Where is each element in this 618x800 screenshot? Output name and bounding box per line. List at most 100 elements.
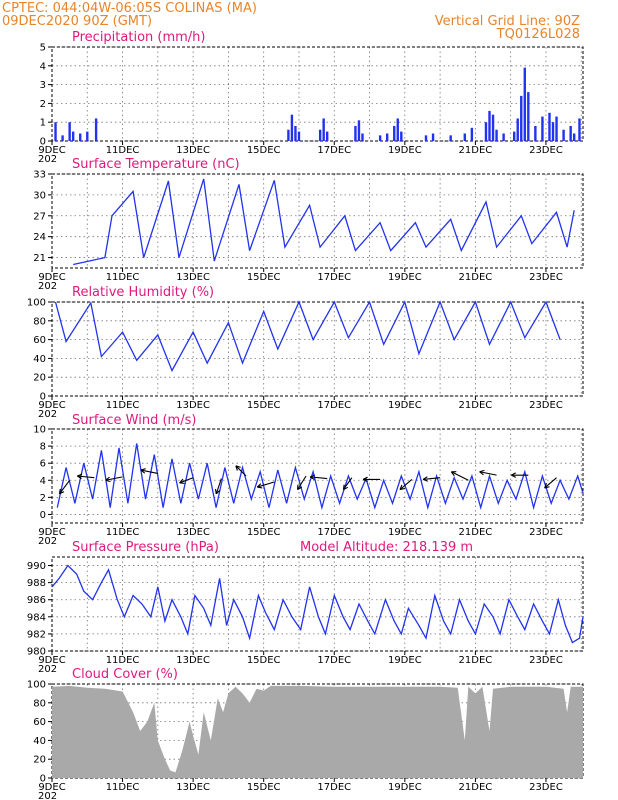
precip-bar (294, 125, 297, 141)
y-tick-label: 4 (40, 476, 46, 487)
x-tick-label: 21DEC (459, 782, 493, 793)
plot-frame (51, 428, 584, 524)
precip-bar (287, 129, 290, 141)
precip-bar (357, 120, 361, 141)
y-tick-label: 4 (40, 61, 46, 72)
model-altitude-annotation: Model Altitude: 218.139 m (300, 540, 473, 555)
precip-bar (68, 122, 71, 141)
x-tick-label: 9DEC (38, 782, 65, 793)
precipitation-panel: Precipitation (mm/h) 0 1 2 3 4 5 9DEC 11DEC 13DE… (38, 30, 584, 165)
x-tick-label: 23DEC (529, 400, 563, 411)
y-tick-label: 20 (33, 373, 46, 384)
year-label: 202 (38, 536, 57, 547)
temperature-title: Surface Temperature (nC) (72, 157, 240, 172)
x-tick-label: 9DEC (38, 145, 65, 156)
year-label: 202 (38, 791, 57, 800)
y-tick-label: 24 (33, 232, 46, 243)
wind-vector (257, 481, 275, 488)
x-tick-label: 19DEC (388, 400, 422, 411)
x-tick-label: 21DEC (459, 400, 493, 411)
cloud-cover-title: Cloud Cover (%) (72, 667, 178, 682)
precip-bar (378, 135, 382, 141)
wind-plot: 0 2 4 6 8 10 9DEC 11DEC 13DEC 15DEC 17DEC 19DEC 21DE… (33, 425, 584, 547)
pressure-title: Surface Pressure (hPa) (72, 540, 219, 555)
x-tick-label: 19DEC (388, 145, 422, 156)
wind-vector-head (309, 474, 316, 481)
precip-bar (318, 129, 322, 141)
x-tick-label: 9DEC (38, 527, 65, 538)
x-tick-label: 11DEC (106, 400, 140, 411)
x-tick-label: 11DEC (106, 782, 140, 793)
precipitation-title: Precipitation (mm/h) (72, 30, 205, 45)
wind-vector (140, 469, 158, 474)
y-tick-label: 0 (40, 392, 46, 403)
wind-vector-head (422, 476, 428, 482)
precip-bar (569, 125, 572, 141)
precip-bar (61, 135, 64, 141)
precip-bar (463, 133, 467, 141)
precip-bar (527, 92, 530, 141)
x-tick-label: 17DEC (317, 782, 351, 793)
y-tick-label: 33 (33, 170, 46, 181)
x-tick-label: 15DEC (247, 272, 281, 283)
precip-bar (290, 114, 294, 141)
x-tick-label: 23DEC (529, 782, 563, 793)
y-tick-label: 3 (40, 80, 46, 91)
y-tick-label: 980 (27, 647, 46, 658)
year-label: 202 (38, 154, 57, 165)
plot-frame (51, 301, 584, 397)
temperature-panel: Surface Temperature (nC) 21 24 27 30 33 9DEC 1… (33, 157, 584, 292)
precip-bar (520, 95, 523, 141)
wind-vector-head (214, 488, 221, 495)
precip-bar (534, 125, 537, 141)
year-label: 202 (38, 281, 57, 292)
y-tick-label: 990 (27, 561, 46, 572)
y-tick-label: 80 (33, 316, 46, 327)
wind-vector (105, 476, 123, 481)
x-tick-label: 19DEC (388, 655, 422, 666)
wind-vector-head (544, 483, 550, 489)
y-tick-label: 5 (40, 43, 46, 54)
precip-bar (484, 122, 488, 141)
wind-vector-head (105, 476, 111, 483)
x-tick-label: 21DEC (459, 655, 493, 666)
x-tick-label: 9DEC (38, 400, 65, 411)
y-tick-label: 982 (27, 629, 46, 640)
wind-vector-head (450, 471, 457, 477)
year-label: 202 (38, 664, 57, 675)
wind-vector-head (235, 465, 241, 471)
precip-bar (94, 118, 98, 141)
wind-vector-head (256, 483, 263, 489)
wind-speed-line (56, 443, 584, 511)
precip-bar (393, 125, 396, 141)
wind-vector-head (479, 469, 485, 476)
precip-bar (71, 131, 75, 141)
x-tick-label: 23DEC (529, 655, 563, 666)
x-tick-label: 19DEC (388, 527, 422, 538)
precip-bar (54, 122, 57, 141)
wind-vector (59, 479, 71, 495)
wind-vector-head (511, 472, 517, 478)
cloud-cover-area (52, 685, 583, 778)
x-tick-label: 13DEC (176, 782, 210, 793)
x-tick-label: 15DEC (247, 145, 281, 156)
wind-vector (342, 477, 353, 490)
x-tick-label: 17DEC (317, 272, 351, 283)
x-tick-label: 13DEC (176, 655, 210, 666)
x-tick-label: 21DEC (459, 527, 493, 538)
wind-vector-head (77, 473, 83, 480)
x-tick-label: 11DEC (106, 272, 140, 283)
y-tick-label: 80 (33, 698, 46, 709)
precipitation-plot: 0 1 2 3 4 5 9DEC 11DEC 13DEC 15DEC 17DEC 19DEC 21DEC… (38, 43, 584, 165)
plot-frame (51, 46, 584, 142)
pressure-line (51, 564, 584, 644)
pressure-plot: 980 982 984 986 988 990 9DEC 11DEC 13DEC 15DEC 17D… (27, 556, 584, 675)
wind-vector-head (342, 484, 349, 491)
precip-bar (516, 118, 519, 141)
y-tick-label: 984 (27, 612, 46, 623)
header-model: TQ0126L028 (496, 27, 580, 42)
y-tick-label: 2 (40, 493, 46, 504)
pressure-panel: Surface Pressure (hPa) Model Altitude: 2… (27, 540, 584, 675)
x-tick-label: 19DEC (388, 272, 422, 283)
x-tick-label: 13DEC (176, 527, 210, 538)
